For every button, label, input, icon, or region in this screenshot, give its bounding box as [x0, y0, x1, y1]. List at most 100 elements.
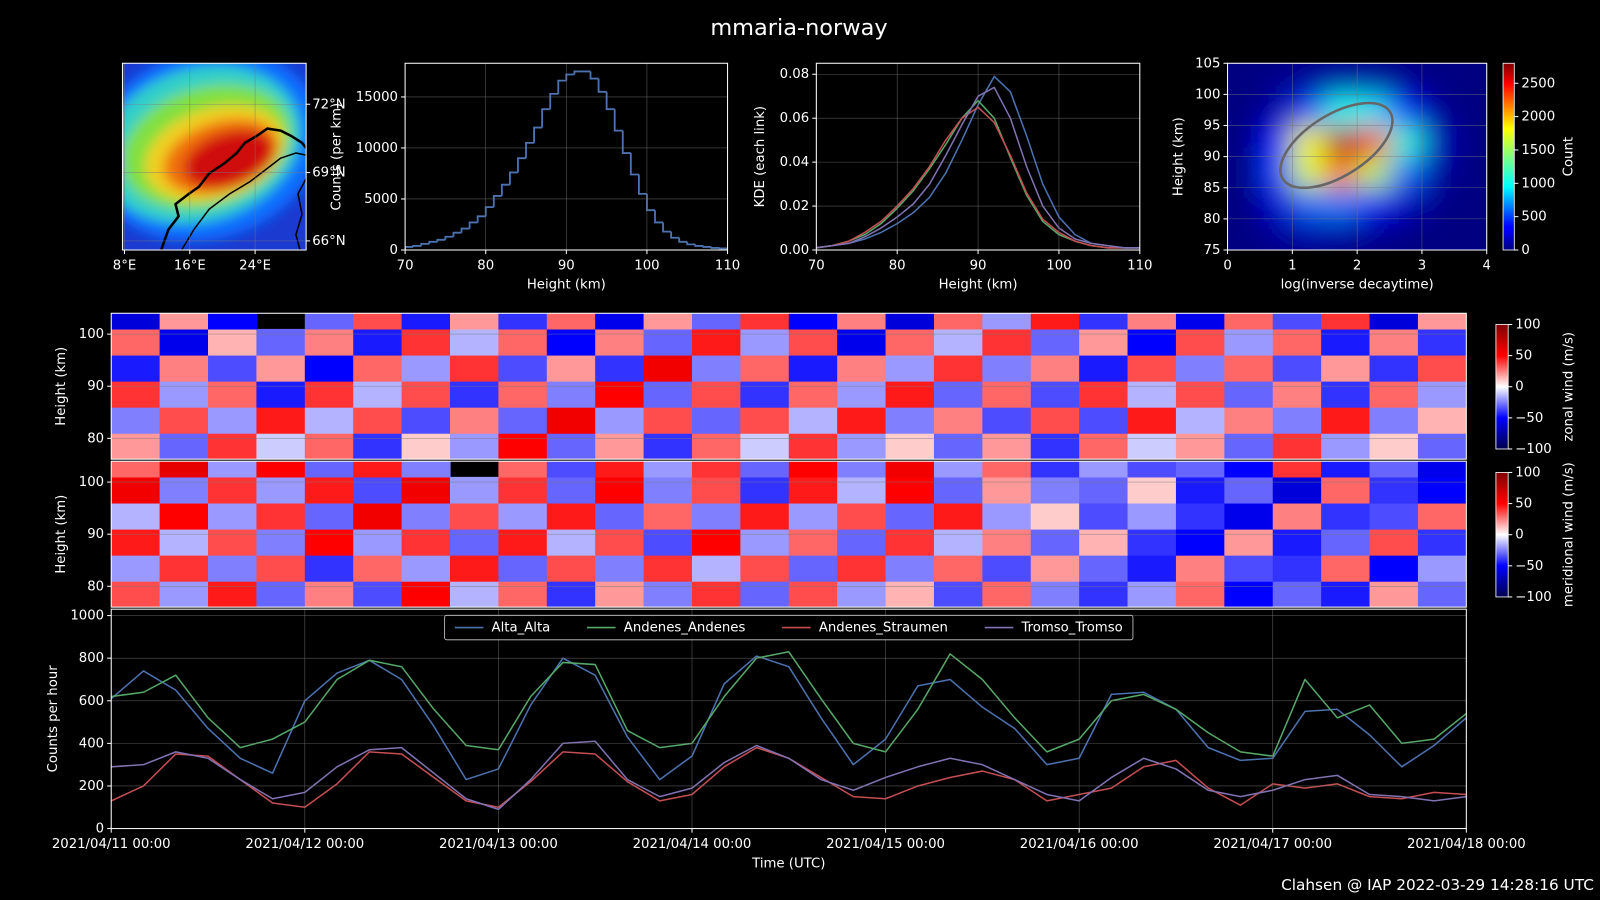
heatmap-cell — [643, 502, 693, 530]
heatmap-cell — [546, 555, 596, 582]
heatmap-cell — [304, 381, 354, 408]
heatmap-cell — [1421, 187, 1455, 220]
x-tick-label: 2021/04/17 00:00 — [1213, 837, 1332, 852]
heatmap-cell — [933, 581, 983, 608]
heatmap-cell — [450, 328, 500, 356]
plot-area — [111, 313, 1467, 460]
heatmap-cell — [450, 555, 500, 582]
figure-title: mmaria-norway — [710, 15, 887, 41]
heatmap-cell — [1127, 313, 1177, 330]
heatmap-cell — [1321, 476, 1371, 504]
heatmap-cell — [450, 581, 500, 608]
heatmap-cell — [1079, 313, 1129, 330]
heatmap-cell — [1224, 461, 1274, 478]
heatmap-cell — [1272, 407, 1322, 434]
heatmap-cell — [353, 313, 403, 330]
heatmap-cell — [1357, 156, 1391, 189]
heatmap-cell — [1272, 328, 1322, 356]
heatmap-cell — [1369, 555, 1419, 582]
grid — [404, 63, 728, 251]
y-tick-label: 0 — [390, 243, 398, 258]
x-tick-label: 80 — [477, 258, 494, 273]
heatmap-cell — [837, 528, 887, 556]
heatmap-cell — [159, 407, 209, 434]
y-tick-label: 80 — [1204, 212, 1221, 227]
heatmap-cell — [1292, 125, 1326, 158]
heatmap-cell — [1259, 63, 1293, 95]
heatmap-cell — [256, 555, 306, 582]
x-tick-label: 2 — [1353, 258, 1361, 273]
heatmap-cell — [1175, 476, 1225, 504]
heatmap-cell — [788, 433, 838, 460]
colorbar — [1502, 62, 1515, 251]
histogram-step — [460, 227, 470, 233]
heatmap-cell — [837, 313, 887, 330]
heatmap-cell — [1030, 313, 1080, 330]
series-line — [111, 740, 1467, 811]
heatmap-cell — [1321, 313, 1371, 330]
heatmap-cell — [304, 555, 354, 582]
heatmap-cell — [885, 461, 935, 478]
y-tick-label: 0.00 — [780, 243, 810, 258]
colorbar-tick-label: 500 — [1521, 210, 1546, 225]
histogram-step — [710, 246, 720, 249]
histogram-step — [605, 91, 615, 111]
histogram-step — [420, 242, 430, 246]
colorbar-tick-label: 0 — [1515, 528, 1523, 543]
y-tick-label: 90 — [87, 379, 104, 394]
panel: 70 80 90 100 110 0.00 0.02 0.04 0.06 0.08 Height (… — [753, 62, 1152, 293]
x-tick-label: 110 — [715, 258, 740, 273]
x-axis-label: log(inverse decaytime) — [1281, 278, 1434, 293]
heatmap-cell — [788, 555, 838, 582]
legend-label: Andenes_Andenes — [624, 621, 746, 636]
heatmap-cell — [498, 528, 548, 556]
heatmap-cell — [498, 313, 548, 330]
x-tick-label: 100 — [634, 258, 659, 273]
heatmap-cell — [353, 476, 403, 504]
heatmap-cell — [1224, 581, 1274, 608]
x-tick-label: 90 — [970, 258, 987, 273]
heatmap-cell — [111, 502, 161, 530]
histogram-step — [436, 238, 446, 242]
heatmap-cell — [691, 313, 741, 330]
heatmap-cell — [353, 328, 403, 356]
heatmap-cell — [304, 476, 354, 504]
heatmap-cell — [256, 502, 306, 530]
heatmap-cell — [1127, 555, 1177, 582]
heatmap-cell — [788, 581, 838, 608]
heatmap-cell — [1127, 407, 1177, 434]
x-axis-label: Height (km) — [527, 278, 606, 293]
x-tick-label: 2021/04/15 00:00 — [826, 837, 945, 852]
heatmap-cell — [1417, 407, 1467, 434]
histogram-step — [654, 210, 664, 224]
colorbar-tick-label: 100 — [1515, 465, 1540, 480]
x-axis-label: Time (UTC) — [751, 856, 825, 871]
heatmap-cell — [740, 328, 790, 356]
heatmap-cell — [353, 381, 403, 408]
heatmap-cell — [1272, 381, 1322, 408]
heatmap-cell — [1454, 218, 1487, 250]
heatmap-cell — [1421, 125, 1455, 158]
heatmap-cell — [982, 354, 1032, 382]
series-line — [111, 655, 1467, 781]
heatmap-cell — [1292, 218, 1326, 250]
heatmap-cell — [401, 381, 451, 408]
histogram-step — [476, 215, 486, 223]
heatmap-cell — [256, 461, 306, 478]
heatmap-cell — [740, 433, 790, 460]
heatmap-cell — [401, 502, 451, 530]
heatmap-cell — [1272, 313, 1322, 330]
heatmap-cell — [498, 354, 548, 382]
heatmap-cell — [691, 502, 741, 530]
colorbar-tick-label: 50 — [1515, 497, 1532, 512]
heatmap-cell — [982, 555, 1032, 582]
heatmap-cell — [1079, 476, 1129, 504]
heatmap-cell — [1224, 354, 1274, 382]
footer: Clahsen @ IAP 2022-03-29 14:28:16 UTC — [1281, 876, 1594, 894]
heatmap-cell — [353, 555, 403, 582]
heatmap-cell — [691, 407, 741, 434]
colorbar-tick-label: 100 — [1515, 317, 1540, 332]
heatmap-cell — [1224, 328, 1274, 356]
heatmap-cell — [1369, 407, 1419, 434]
heatmap-cell — [1389, 63, 1423, 95]
